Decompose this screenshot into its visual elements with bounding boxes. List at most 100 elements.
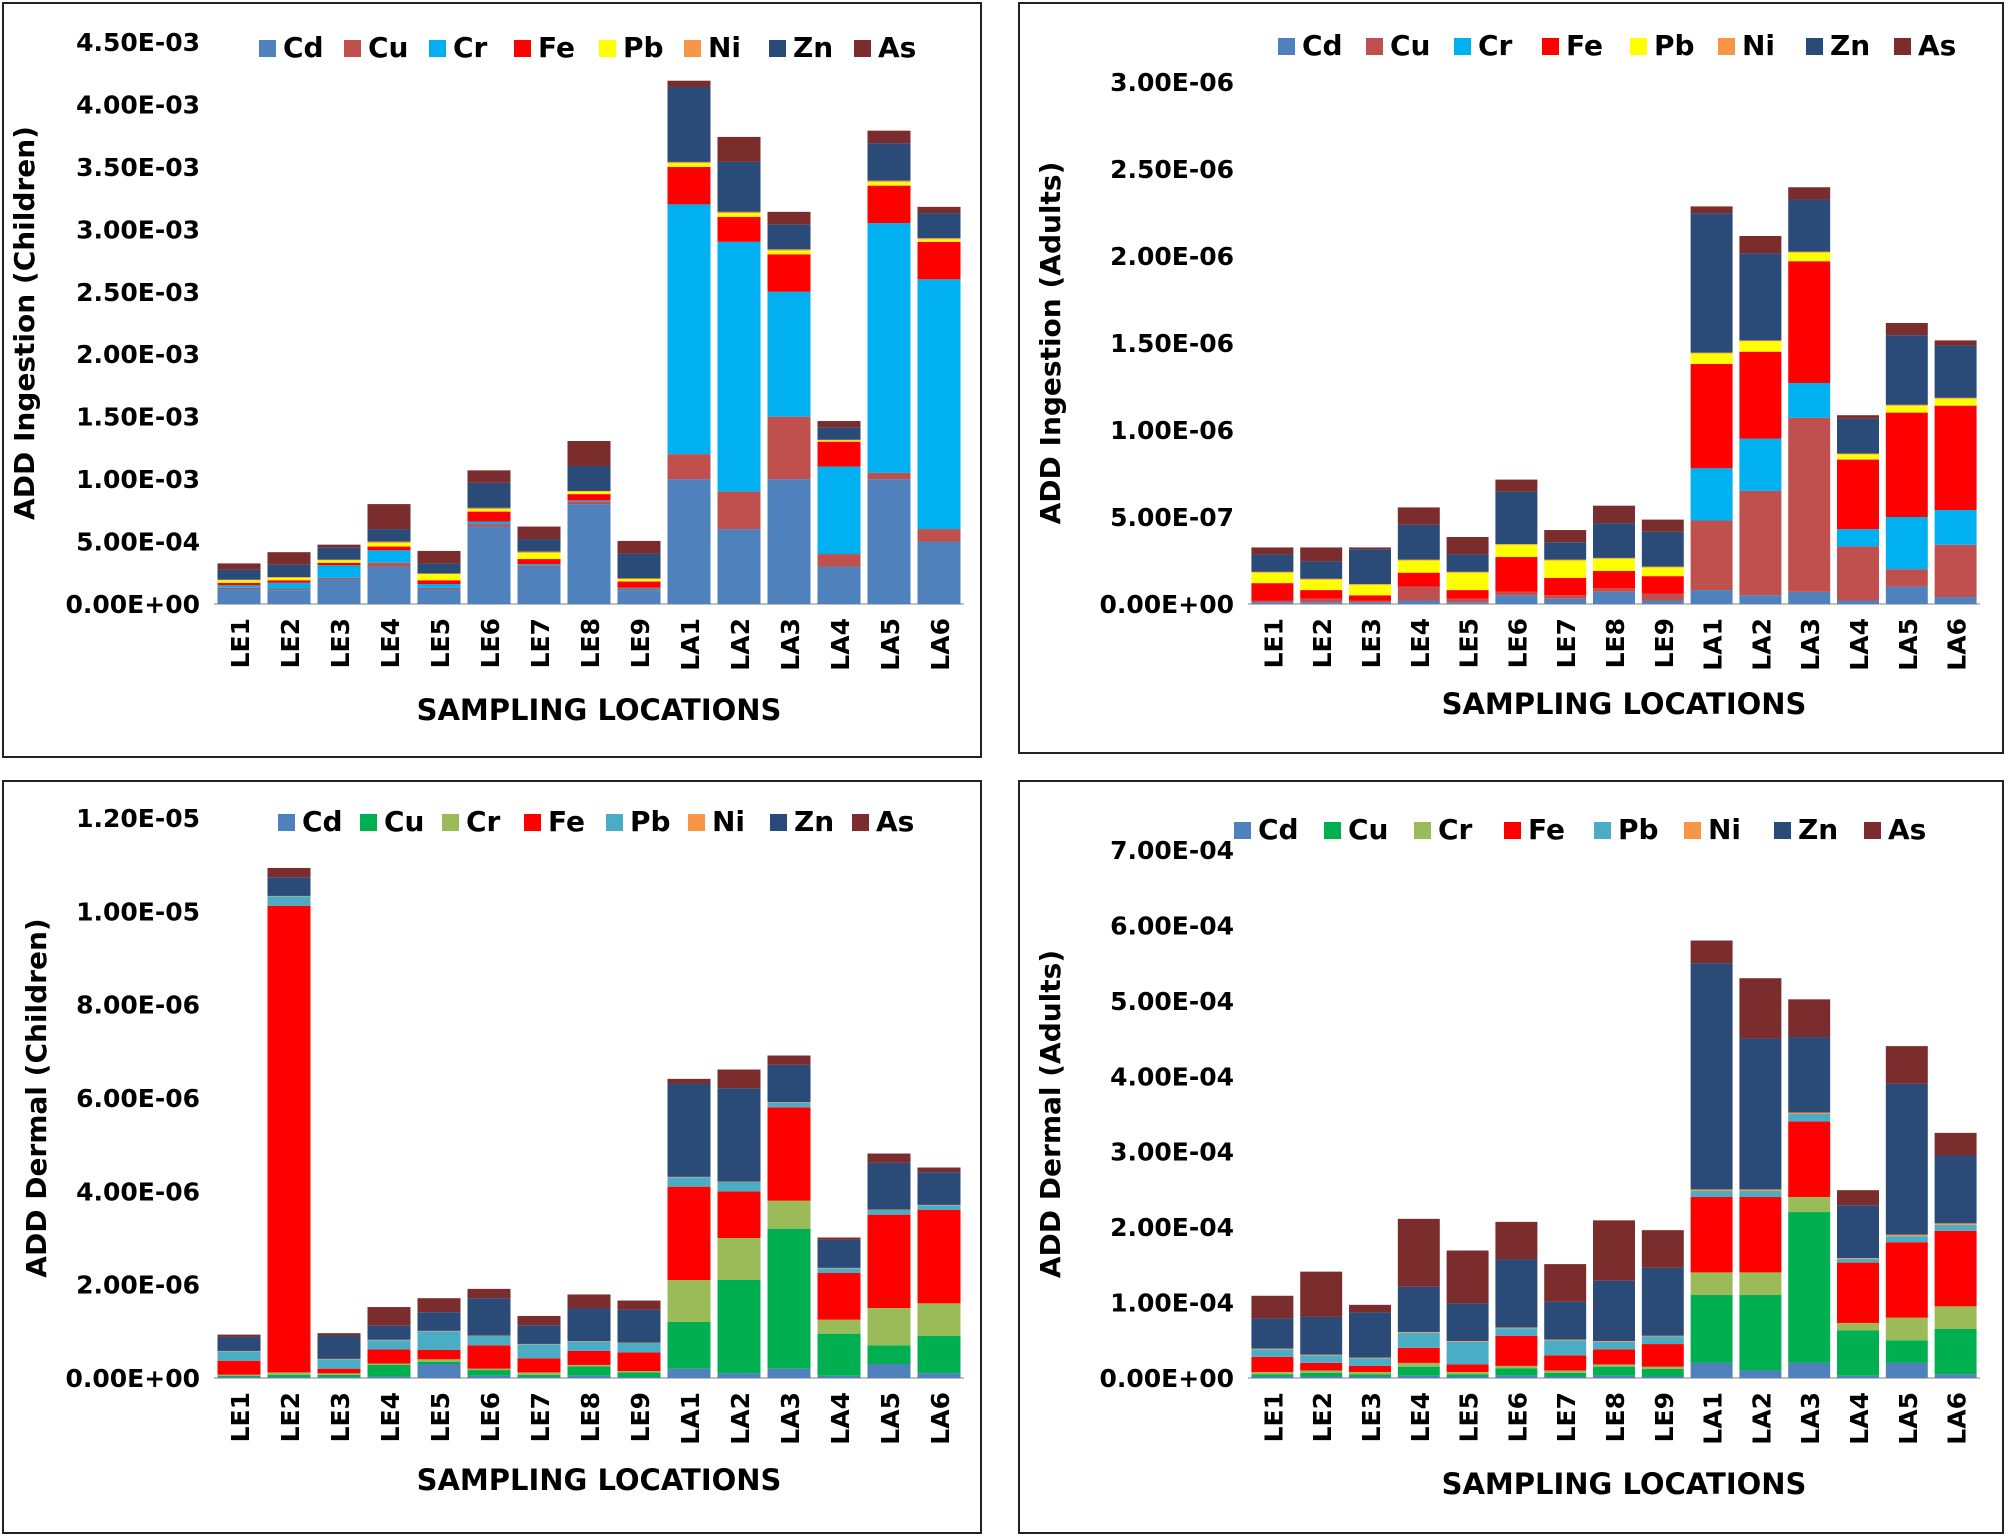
y-tick-label: 1.00E-06 bbox=[1110, 416, 1234, 445]
x-tick-label: LA5 bbox=[876, 618, 905, 671]
bar-segment-ni-le5 bbox=[417, 573, 461, 575]
bar-segment-pb-le7 bbox=[1544, 560, 1587, 578]
bar-segment-zn-le1 bbox=[217, 1336, 261, 1351]
bar-segment-cr-la1 bbox=[1690, 1272, 1733, 1296]
bar-segment-as-la1 bbox=[667, 1078, 711, 1084]
bar-segment-fe-la2 bbox=[717, 216, 761, 242]
bar-segment-fe-la3 bbox=[767, 1107, 811, 1201]
x-tick-label: LA1 bbox=[1699, 1392, 1728, 1445]
bar-segment-zn-la3 bbox=[767, 224, 811, 250]
bar-segment-zn-le8 bbox=[1593, 1280, 1635, 1342]
bar-segment-as-la3 bbox=[767, 1055, 811, 1065]
bar-segment-pb-la4 bbox=[817, 440, 861, 442]
bar-segment-cd-la2 bbox=[717, 529, 761, 604]
bar-segment-cu-le8 bbox=[1593, 1366, 1635, 1376]
bar-segment-pb-la5 bbox=[1885, 405, 1928, 413]
bar-segment-ni-la4 bbox=[817, 439, 861, 441]
bar-segment-cu-le7 bbox=[1544, 1372, 1587, 1377]
bar-segment-fe-la4 bbox=[817, 441, 861, 467]
bar-segment-ni-le3 bbox=[1349, 1357, 1391, 1359]
bar-segment-cd-le6 bbox=[467, 526, 511, 604]
bar-segment-cd-la4 bbox=[1837, 1375, 1879, 1378]
bar-segment-as-le5 bbox=[417, 550, 461, 564]
bar-segment-cu-le3 bbox=[1349, 600, 1391, 603]
bar-segment-cr-la3 bbox=[767, 1200, 811, 1229]
y-tick-label: 1.00E-05 bbox=[76, 897, 200, 926]
bar-segment-zn-le5 bbox=[1446, 1303, 1489, 1342]
bar-segment-pb-le3 bbox=[317, 1359, 361, 1369]
bar-segment-cu-la4 bbox=[817, 554, 861, 567]
y-axis-title: ADD Ingestion (Children) bbox=[8, 126, 41, 520]
bar-segment-cd-la6 bbox=[917, 541, 961, 604]
legend-label-as: As bbox=[876, 805, 914, 838]
bar-segment-fe-la1 bbox=[1690, 363, 1733, 469]
bar-segment-pb-la2 bbox=[717, 1182, 761, 1192]
bar-segment-cd-le9 bbox=[617, 590, 661, 604]
y-axis-title: ADD Dermal (Children) bbox=[20, 918, 53, 1277]
y-axis-title: ADD Ingestion (Adults) bbox=[1034, 162, 1067, 525]
bar-segment-cr-le9 bbox=[617, 587, 661, 590]
legend-swatch-pb bbox=[1630, 38, 1647, 55]
bar-segment-zn-le7 bbox=[1544, 1301, 1587, 1340]
bar-segment-as-la2 bbox=[717, 136, 761, 162]
chart-dermal-children: 0.00E+00 2.00E-06 4.00E-06 6.00E-06 8.00E-06… bbox=[20, 804, 964, 1497]
bar-segment-pb-la5 bbox=[1885, 1236, 1928, 1243]
bar-segment-pb-le7 bbox=[517, 1344, 561, 1359]
bar-segment-ni-la2 bbox=[1739, 1189, 1782, 1191]
legend-label-cr: Cr bbox=[466, 805, 501, 838]
bar-segment-fe-le2 bbox=[1300, 590, 1343, 599]
y-tick-label: 1.20E-05 bbox=[76, 804, 200, 833]
bar-segment-pb-le6 bbox=[467, 509, 511, 512]
y-tick-label: 1.00E-03 bbox=[76, 465, 200, 494]
bar-segment-pb-le9 bbox=[617, 579, 661, 582]
bar-segment-zn-la2 bbox=[717, 1088, 761, 1182]
bar-segment-ni-la1 bbox=[667, 161, 711, 164]
chart-panel-dermal-children: 0.00E+00 2.00E-06 4.00E-06 6.00E-06 8.00E-06… bbox=[2, 780, 982, 1534]
bar-segment-fe-la6 bbox=[1934, 1230, 1977, 1307]
bar-segment-cr-le5 bbox=[417, 1359, 461, 1362]
bar-segment-pb-le3 bbox=[317, 560, 361, 563]
bar-segment-ni-la3 bbox=[767, 249, 811, 251]
bar-segment-cd-le3 bbox=[1349, 602, 1391, 604]
bar-segment-cd-le7 bbox=[517, 566, 561, 604]
bar-segment-cd-le7 bbox=[517, 1377, 561, 1378]
x-tick-label: LE2 bbox=[1308, 1392, 1337, 1442]
bar-segment-cr-le2 bbox=[267, 1372, 311, 1375]
bar-segment-zn-la2 bbox=[1739, 1038, 1782, 1190]
bar-segment-cr-la1 bbox=[1690, 468, 1733, 521]
y-tick-label: 5.00E-04 bbox=[76, 528, 200, 557]
bar-segment-as-le6 bbox=[467, 1288, 511, 1299]
bar-segment-pb-le8 bbox=[567, 491, 611, 495]
bar-segment-zn-la5 bbox=[867, 143, 911, 181]
bar-segment-as-le6 bbox=[467, 470, 511, 483]
bar-segment-zn-la4 bbox=[817, 427, 861, 440]
bar-segment-ni-le6 bbox=[467, 507, 511, 510]
bar-segment-cu-la1 bbox=[667, 454, 711, 480]
bar-segment-zn-la3 bbox=[1788, 199, 1831, 252]
bar-segment-fe-la4 bbox=[1837, 459, 1879, 530]
bar-segment-pb-le1 bbox=[217, 1351, 261, 1361]
bar-segment-pb-le6 bbox=[1495, 544, 1538, 558]
legend-label-fe: Fe bbox=[538, 31, 575, 64]
bar-segment-cr-le1 bbox=[217, 1374, 261, 1376]
bar-segment-cu-le4 bbox=[1397, 586, 1440, 601]
bar-segment-ni-le4 bbox=[1397, 1331, 1440, 1333]
y-tick-label: 1.50E-03 bbox=[76, 403, 200, 432]
bar-segment-cd-la1 bbox=[1690, 590, 1733, 604]
bar-segment-cd-le9 bbox=[1641, 600, 1684, 604]
y-tick-label: 4.00E-04 bbox=[1110, 1062, 1234, 1091]
bar-segment-fe-le3 bbox=[1349, 1365, 1391, 1372]
bar-segment-ni-la1 bbox=[1690, 1189, 1733, 1191]
x-tick-label: LA6 bbox=[926, 1392, 955, 1445]
x-tick-label: LA6 bbox=[1943, 618, 1972, 671]
bar-segment-cu-le7 bbox=[517, 1374, 561, 1378]
bar-segment-ni-la5 bbox=[867, 180, 911, 182]
y-tick-label: 5.00E-04 bbox=[1110, 987, 1234, 1016]
bar-segment-cu-la4 bbox=[1837, 1330, 1879, 1376]
bar-segment-as-la2 bbox=[1739, 978, 1782, 1039]
legend-swatch-as bbox=[1894, 38, 1911, 55]
bar-segment-ni-la3 bbox=[1788, 251, 1831, 253]
bar-segment-as-la1 bbox=[1690, 206, 1733, 214]
bar-segment-cu-la6 bbox=[917, 1336, 961, 1374]
y-tick-label: 4.00E-03 bbox=[76, 90, 200, 119]
